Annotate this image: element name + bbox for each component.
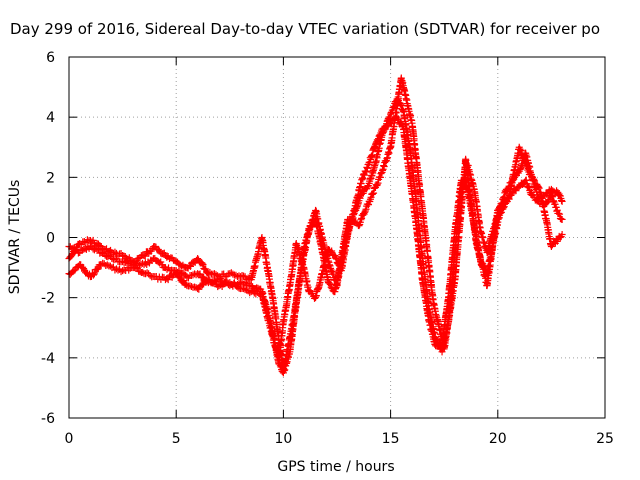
- data-point: [360, 210, 368, 218]
- y-tick-label: 0: [46, 231, 55, 247]
- data-point: [214, 272, 222, 280]
- data-point: [132, 264, 140, 272]
- data-point: [76, 240, 84, 248]
- x-tick-label: 5: [172, 431, 181, 447]
- data-point: [325, 279, 333, 287]
- data-point: [94, 265, 102, 273]
- data-point: [232, 271, 240, 279]
- data-point: [186, 282, 194, 290]
- data-point: [191, 283, 199, 291]
- data-point: [183, 273, 191, 281]
- data-point: [355, 222, 363, 230]
- y-tick-label: 6: [46, 50, 55, 66]
- y-tick-label: 4: [46, 110, 55, 126]
- x-tick-label: 20: [489, 431, 507, 447]
- data-point: [362, 205, 370, 213]
- data-point: [202, 265, 210, 273]
- data-point: [188, 272, 196, 280]
- data-point: [363, 183, 371, 191]
- y-tick-label: 2: [46, 170, 55, 186]
- data-point: [195, 285, 203, 293]
- data-point: [328, 247, 336, 255]
- grid-lines: [69, 57, 605, 418]
- data-point: [146, 272, 154, 280]
- x-tick-label: 25: [596, 431, 614, 447]
- data-point: [365, 201, 373, 209]
- data-point: [73, 244, 81, 252]
- data-point: [217, 281, 225, 289]
- data-point: [531, 177, 539, 185]
- axis-ticks: 0 5 10 15 20 25 -6 -4 -2 0 2 4 6: [41, 50, 614, 447]
- data-point: [131, 258, 139, 266]
- data-point: [199, 260, 207, 268]
- data-point: [556, 214, 564, 222]
- data-markers: [65, 74, 566, 377]
- data-point: [247, 288, 255, 296]
- y-axis-label: SDTVAR / TECUs: [7, 180, 23, 295]
- data-point: [357, 216, 365, 224]
- y-tick-label: -4: [41, 351, 55, 367]
- data-point: [103, 261, 111, 269]
- data-point: [90, 270, 98, 278]
- data-point: [198, 259, 206, 267]
- data-point: [215, 282, 223, 290]
- x-tick-label: 10: [274, 431, 292, 447]
- data-point: [80, 237, 88, 245]
- chart-title: Day 299 of 2016, Sidereal Day-to-day VTE…: [10, 20, 600, 38]
- data-point: [368, 190, 376, 198]
- data-point: [558, 197, 566, 205]
- data-point: [359, 189, 367, 197]
- data-point: [530, 175, 538, 183]
- data-point: [558, 230, 566, 238]
- data-point: [140, 252, 148, 260]
- y-tick-label: -6: [41, 411, 55, 427]
- data-point: [361, 208, 369, 216]
- x-tick-label: 15: [382, 431, 400, 447]
- data-point: [164, 276, 172, 284]
- data-point: [535, 184, 543, 192]
- data-point: [186, 262, 194, 270]
- data-point: [196, 270, 204, 278]
- data-point: [374, 179, 382, 187]
- data-point: [106, 262, 114, 270]
- data-point: [534, 183, 542, 191]
- data-point: [361, 207, 369, 215]
- data-point: [83, 236, 91, 244]
- y-tick-label: -2: [41, 291, 55, 307]
- data-point: [163, 265, 171, 273]
- data-point: [111, 248, 119, 256]
- data-point: [370, 189, 378, 197]
- data-point: [97, 261, 105, 269]
- data-point: [373, 181, 381, 189]
- data-point: [206, 268, 214, 276]
- data-point: [514, 169, 522, 177]
- data-point: [229, 270, 237, 278]
- data-point: [556, 210, 564, 218]
- data-point: [363, 185, 371, 193]
- data-point: [141, 252, 149, 260]
- data-point: [126, 264, 134, 272]
- data-point: [154, 245, 162, 253]
- data-point: [79, 263, 87, 271]
- data-point: [397, 119, 405, 127]
- data-point: [89, 271, 97, 279]
- data-point: [198, 281, 206, 289]
- data-point: [240, 272, 248, 280]
- data-point: [70, 248, 78, 256]
- x-axis-label: GPS time / hours: [277, 459, 394, 475]
- data-point: [555, 209, 563, 217]
- data-point: [358, 214, 366, 222]
- data-point: [240, 285, 248, 293]
- data-point: [558, 215, 566, 223]
- data-point: [558, 196, 566, 204]
- x-tick-label: 0: [65, 431, 74, 447]
